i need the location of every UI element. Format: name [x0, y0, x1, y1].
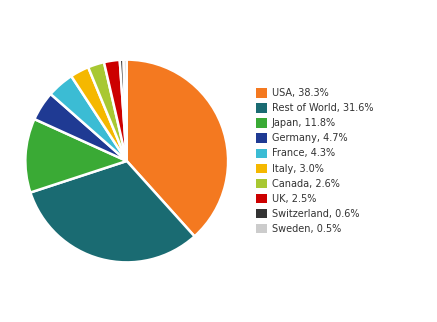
- Wedge shape: [35, 94, 127, 161]
- Legend: USA, 38.3%, Rest of World, 31.6%, Japan, 11.8%, Germany, 4.7%, France, 4.3%, Ita: USA, 38.3%, Rest of World, 31.6%, Japan,…: [256, 88, 373, 234]
- Wedge shape: [51, 76, 127, 161]
- Wedge shape: [120, 60, 127, 161]
- Wedge shape: [127, 60, 228, 236]
- Wedge shape: [25, 119, 127, 193]
- Wedge shape: [124, 60, 127, 161]
- Wedge shape: [104, 60, 127, 161]
- Wedge shape: [71, 67, 127, 161]
- Wedge shape: [88, 62, 127, 161]
- Wedge shape: [30, 161, 194, 262]
